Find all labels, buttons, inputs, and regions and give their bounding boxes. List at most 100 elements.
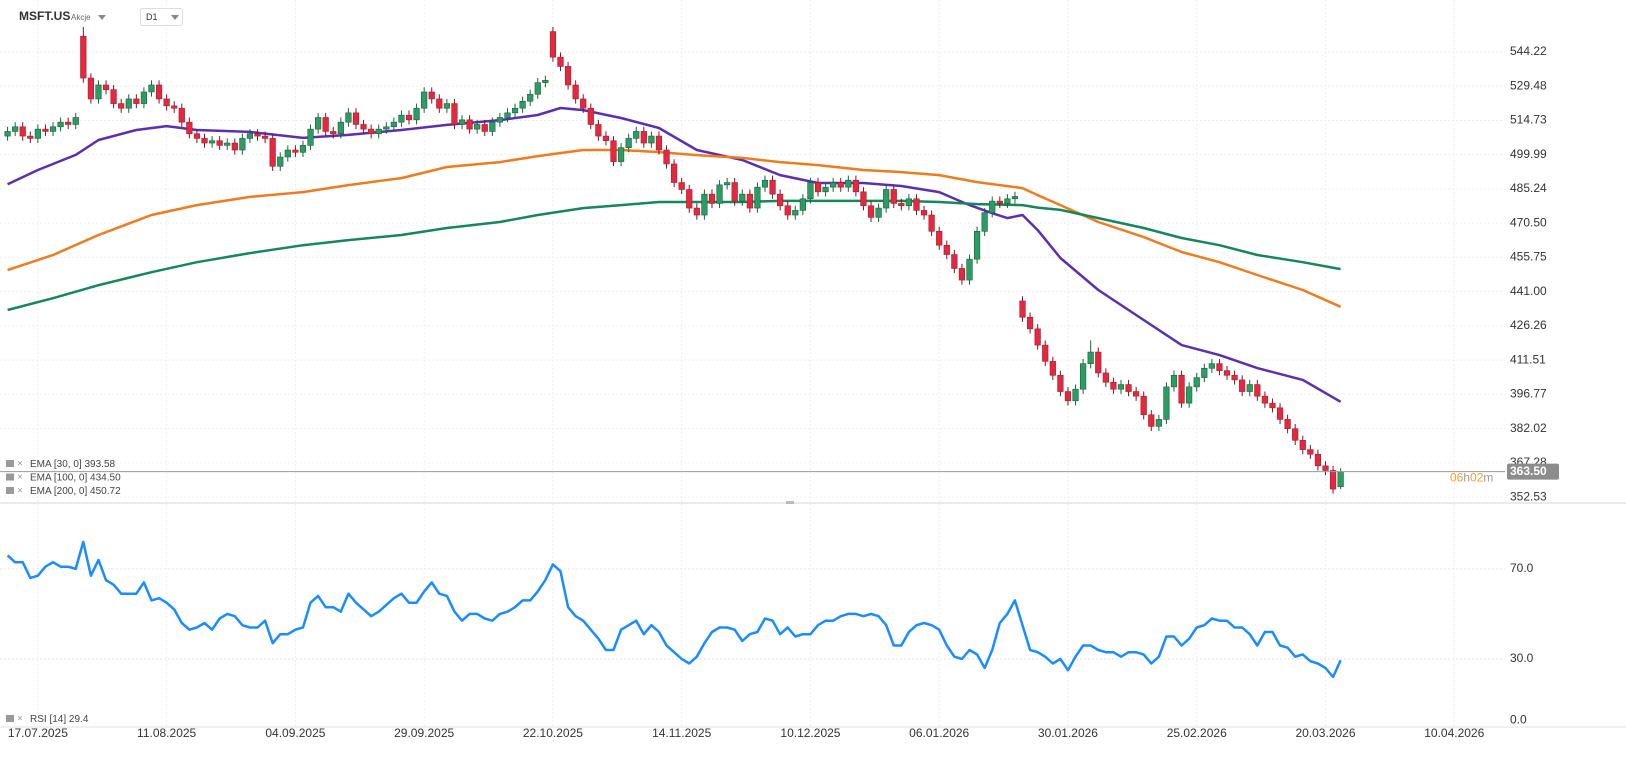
countdown-part: h <box>1463 471 1470 485</box>
interval[interactable]: D1 <box>146 12 158 22</box>
candle-body <box>428 91 435 100</box>
candle-body <box>557 56 564 67</box>
legend-value: 450.72 <box>90 486 121 497</box>
candle-body <box>905 198 913 207</box>
candle-body <box>1095 351 1102 374</box>
candle-body <box>1261 395 1268 404</box>
grid: 352.53367.28382.02396.77411.51426.26441.… <box>0 0 1547 740</box>
candle-body <box>981 212 988 232</box>
candle-body <box>1133 391 1140 397</box>
candle-body <box>133 98 140 104</box>
candle-body <box>837 182 844 188</box>
candle-body <box>27 135 34 139</box>
candle-body <box>398 114 405 123</box>
candle-body <box>739 193 746 202</box>
candle-body <box>284 149 291 158</box>
y-tick-label: 529.48 <box>1510 78 1547 92</box>
candle-body <box>951 254 958 269</box>
candle-countdown: 06h02m <box>1450 471 1493 485</box>
candle-body <box>1223 370 1231 376</box>
candle-body <box>913 198 920 211</box>
candle-body <box>830 182 837 188</box>
x-tick-label: 17.07.2025 <box>8 726 68 740</box>
countdown-part: 06 <box>1450 471 1464 485</box>
candle-body <box>1292 428 1299 441</box>
candle-body <box>1004 198 1011 204</box>
legend-remove-icon[interactable]: × <box>17 486 23 497</box>
candle-body <box>307 128 314 146</box>
candle-body <box>534 82 541 95</box>
candle-body <box>1140 395 1147 416</box>
candle-body <box>655 135 663 151</box>
candle-body <box>496 117 503 123</box>
candle-body <box>451 103 458 125</box>
candle-body <box>375 128 382 135</box>
candle-body <box>193 133 201 139</box>
legend-entry: RSI [14] 29.4 <box>30 714 89 725</box>
symbol-dropdown[interactable] <box>98 15 106 20</box>
candle-body <box>754 186 761 209</box>
candle-body <box>617 147 625 162</box>
legend-remove-icon[interactable]: × <box>17 714 23 725</box>
panel-resize-handle[interactable] <box>786 501 794 504</box>
candle-body <box>549 31 557 58</box>
candle-body <box>368 128 375 135</box>
y-tick-label: 70.0 <box>1510 561 1534 575</box>
candle-body <box>814 182 822 193</box>
candle-body <box>504 112 511 118</box>
symbol[interactable]: MSFT.US <box>19 9 70 23</box>
candle-body <box>155 84 163 100</box>
candle-body <box>860 191 867 207</box>
y-tick-label: 426.26 <box>1510 318 1547 332</box>
legend-settings-icon[interactable] <box>6 473 14 481</box>
candle-body <box>208 140 216 144</box>
indicator-line <box>7 106 1342 403</box>
candle-body <box>421 91 428 109</box>
x-tick-label: 04.09.2025 <box>265 726 325 740</box>
candle-body <box>890 189 897 204</box>
candle-body <box>4 131 11 137</box>
legend-settings-icon[interactable] <box>6 487 14 494</box>
indicator-line <box>6 540 1342 679</box>
legend-remove-icon[interactable]: × <box>17 459 23 470</box>
candle-body <box>769 179 776 195</box>
candle-body <box>519 100 526 109</box>
x-tick-label: 20.03.2026 <box>1295 726 1355 740</box>
y-tick-label: 396.77 <box>1510 387 1547 401</box>
indicator-legend: × EMA [30, 0] 393.58 × EMA [100, 0] 434.50 ×… <box>6 459 121 725</box>
legend-name: EMA [100, 0] <box>30 472 87 483</box>
candle-body <box>72 117 79 125</box>
candle-body <box>602 135 610 142</box>
candle-body <box>1299 439 1306 450</box>
candle-body <box>1026 316 1034 330</box>
legend-settings-icon[interactable] <box>6 460 14 467</box>
candle-body <box>731 182 738 202</box>
candle-body <box>1155 419 1162 427</box>
candle-body <box>1276 407 1284 420</box>
candle-body <box>42 128 49 132</box>
candle-body <box>1102 372 1109 383</box>
candle-body <box>701 193 708 216</box>
x-tick-label: 30.01.2026 <box>1038 726 1098 740</box>
interval-select[interactable] <box>140 8 183 26</box>
last-price-label: 363.50 <box>1510 464 1547 478</box>
candle-body <box>822 186 829 193</box>
candle-body <box>1011 196 1019 200</box>
interval-dropdown[interactable] <box>171 15 179 20</box>
candle-body <box>148 84 155 93</box>
y-tick-label: 485.24 <box>1510 181 1547 195</box>
x-tick-label: 11.08.2025 <box>137 726 196 740</box>
legend-remove-icon[interactable]: × <box>17 472 23 483</box>
candle-body <box>443 103 450 109</box>
candle-body <box>110 89 117 104</box>
candle-body <box>436 98 443 109</box>
countdown-part: 02 <box>1470 471 1484 485</box>
candle-body <box>633 131 640 139</box>
candle-body <box>564 66 572 86</box>
candle-body <box>34 128 41 139</box>
legend-settings-icon[interactable] <box>6 715 14 722</box>
candle-body <box>231 142 238 151</box>
candle-body <box>1110 381 1117 390</box>
candle-body <box>140 91 148 104</box>
y-tick-label: 514.73 <box>1510 113 1547 127</box>
